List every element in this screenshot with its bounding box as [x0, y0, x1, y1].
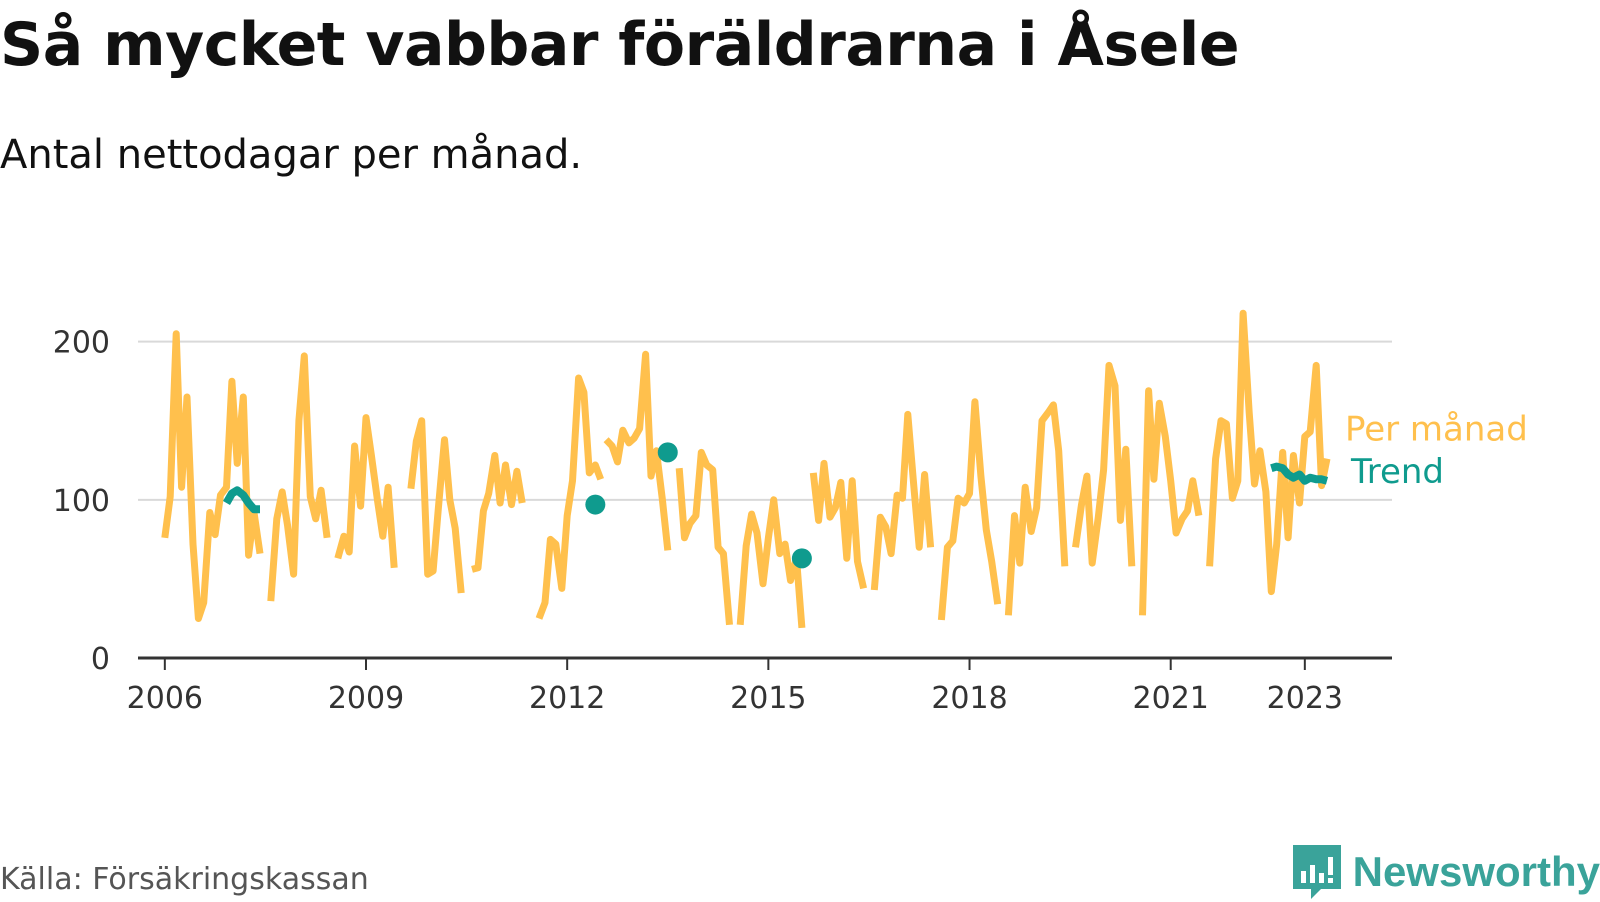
- brand-logo: Newsworthy: [1291, 842, 1600, 902]
- gridlines: [138, 340, 1392, 501]
- series-per-månad-segment-12: [1004, 401, 1069, 616]
- y-tick-label-100: 100: [53, 484, 110, 519]
- series-layer: [161, 309, 1331, 629]
- series-per-månad-segment-10: [870, 410, 935, 591]
- y-tick-label-0: 0: [91, 642, 110, 677]
- series-label-trend: Trend: [1350, 452, 1444, 492]
- series-trend-segment-1: [1270, 462, 1329, 485]
- x-tick-label-2015: 2015: [730, 681, 806, 716]
- series-per-månad-segment-6: [603, 350, 672, 551]
- series-per-månad-segment-1: [267, 352, 331, 602]
- series-label-per-månad: Per månad: [1345, 410, 1528, 450]
- page-subtitle: Antal nettodagar per månad.: [0, 132, 583, 178]
- series-per-månad-segment-13: [1072, 361, 1136, 567]
- series-per-månad-segment-11: [937, 398, 1002, 621]
- source-note: Källa: Försäkringskassan: [0, 862, 369, 897]
- x-tick-label-2006: 2006: [127, 681, 203, 716]
- axes: 0 100 200 2006 2009 2012 2015 2018 2021 2023: [53, 326, 1392, 716]
- series-trend-point-0: [585, 494, 606, 515]
- y-tick-label-200: 200: [53, 326, 110, 361]
- series-per-månad-segment-9: [809, 459, 868, 590]
- series-trend-segment-0: [223, 486, 260, 514]
- x-tick-label-2009: 2009: [328, 681, 404, 716]
- series-per-månad-segment-5: [535, 374, 604, 620]
- series-per-månad-segment-14: [1139, 387, 1203, 616]
- series-per-månad-segment-3: [407, 417, 465, 594]
- x-tick-label-2018: 2018: [931, 681, 1007, 716]
- series-per-månad-segment-8: [736, 496, 806, 629]
- series-trend-point-2: [791, 548, 812, 569]
- series-per-månad-segment-0: [161, 330, 264, 622]
- series-per-månad-segment-7: [675, 448, 733, 626]
- series-trend-point-1: [657, 442, 678, 463]
- brand-name: Newsworthy: [1352, 848, 1600, 895]
- page-title: Så mycket vabbar föräldrarna i Åsele: [0, 10, 1240, 80]
- newsworthy-logo-icon: [1292, 845, 1341, 899]
- x-tick-label-2023: 2023: [1267, 681, 1343, 716]
- x-tick-label-2012: 2012: [529, 681, 605, 716]
- x-tick-label-2021: 2021: [1133, 681, 1209, 716]
- series-per-månad-segment-2: [334, 414, 398, 569]
- series-per-månad-segment-4: [471, 452, 526, 573]
- series-per-månad-segment-15: [1206, 309, 1331, 596]
